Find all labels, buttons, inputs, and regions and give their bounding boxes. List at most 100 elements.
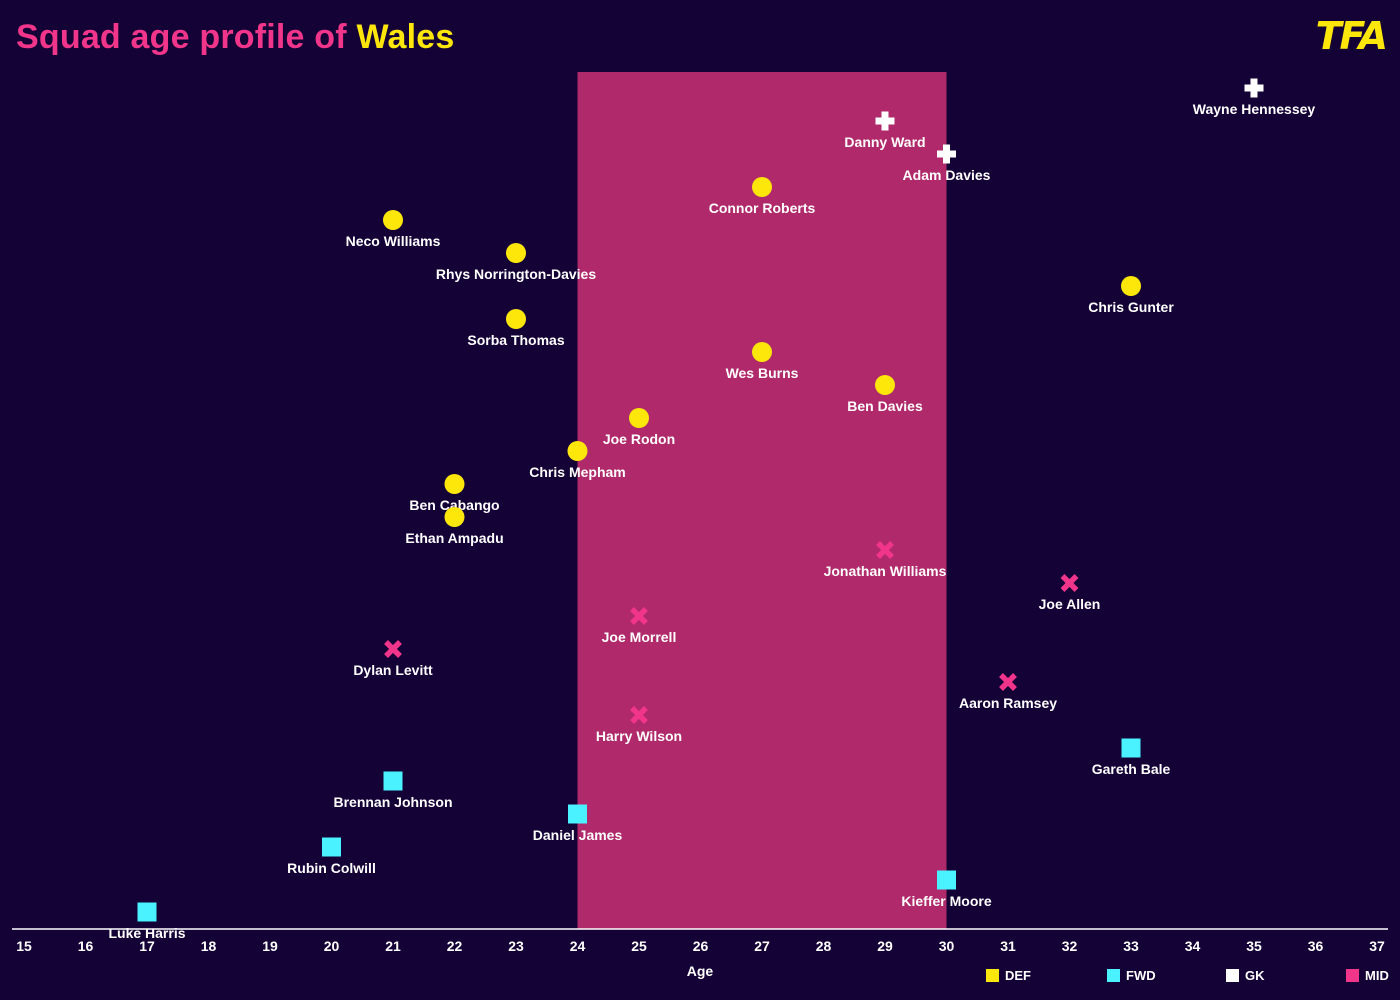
marker-adam-davies [937, 144, 956, 164]
marker-wes-burns [752, 342, 772, 362]
x-tick-32: 32 [1062, 938, 1078, 954]
marker-wayne-hennessey [1244, 78, 1264, 98]
label-jonathan-williams: Jonathan Williams [824, 563, 947, 579]
legend-item-mid: MID [1346, 968, 1389, 983]
marker-daniel-james [568, 804, 587, 824]
player-marks: Wayne Hennessey Danny Ward Adam Davies Conn… [108, 78, 1316, 941]
x-tick-25: 25 [631, 938, 647, 954]
label-gareth-bale: Gareth Bale [1092, 761, 1171, 777]
marker-chris-gunter [1121, 276, 1141, 296]
player-danny-ward: Danny Ward [844, 111, 926, 150]
marker-sorba-thomas [506, 309, 526, 329]
player-ben-cabango: Ben Cabango [409, 474, 500, 513]
label-ben-cabango: Ben Cabango [409, 497, 499, 513]
marker-ben-davies [875, 375, 895, 395]
x-tick-27: 27 [754, 938, 770, 954]
marker-dylan-levitt [384, 640, 402, 658]
x-tick-30: 30 [939, 938, 955, 954]
marker-rubin-colwill [322, 837, 341, 857]
marker-luke-harris [137, 902, 157, 922]
label-wes-burns: Wes Burns [726, 365, 799, 381]
legend-label-gk: GK [1245, 968, 1265, 983]
title-prefix: Squad age profile of [16, 18, 347, 56]
player-luke-harris: Luke Harris [108, 902, 186, 941]
title-team: Wales [356, 18, 455, 56]
player-kieffer-moore: Kieffer Moore [901, 870, 992, 909]
x-tick-18: 18 [201, 938, 217, 954]
player-rhys-norrington-davies: Rhys Norrington-Davies [436, 243, 596, 282]
x-tick-24: 24 [570, 938, 586, 954]
label-dylan-levitt: Dylan Levitt [353, 662, 433, 678]
player-connor-roberts: Connor Roberts [709, 177, 816, 216]
legend-label-fwd: FWD [1126, 968, 1156, 983]
marker-jonathan-williams [876, 541, 894, 559]
marker-joe-morrell [630, 607, 648, 625]
x-tick-34: 34 [1185, 938, 1201, 954]
label-chris-gunter: Chris Gunter [1088, 299, 1174, 315]
legend-item-gk: GK [1226, 968, 1265, 983]
x-tick-29: 29 [877, 938, 893, 954]
x-tick-20: 20 [324, 938, 340, 954]
player-harry-wilson: Harry Wilson [596, 706, 682, 744]
x-tick-36: 36 [1308, 938, 1324, 954]
marker-kieffer-moore [937, 870, 956, 890]
label-joe-allen: Joe Allen [1039, 596, 1101, 612]
legend-label-def: DEF [1005, 968, 1031, 983]
x-tick-37: 37 [1369, 938, 1385, 954]
player-wayne-hennessey: Wayne Hennessey [1193, 78, 1316, 117]
legend-swatch-fwd [1107, 969, 1120, 982]
player-sorba-thomas: Sorba Thomas [467, 309, 565, 348]
player-chris-gunter: Chris Gunter [1088, 276, 1174, 315]
marker-harry-wilson [630, 706, 648, 724]
player-gareth-bale: Gareth Bale [1092, 738, 1171, 777]
player-aaron-ramsey: Aaron Ramsey [959, 673, 1057, 711]
legend-swatch-mid [1346, 969, 1359, 982]
label-kieffer-moore: Kieffer Moore [901, 893, 991, 909]
label-brennan-johnson: Brennan Johnson [333, 794, 452, 810]
player-joe-rodon: Joe Rodon [603, 408, 675, 447]
x-tick-33: 33 [1123, 938, 1139, 954]
marker-chris-mepham [567, 441, 588, 461]
label-chris-mepham: Chris Mepham [529, 464, 625, 480]
player-joe-morrell: Joe Morrell [602, 607, 676, 645]
x-tick-21: 21 [385, 938, 401, 954]
legend-swatch-def [986, 969, 999, 982]
label-rhys-norrington-davies: Rhys Norrington-Davies [436, 266, 596, 282]
label-daniel-james: Daniel James [533, 827, 623, 843]
player-ben-davies: Ben Davies [847, 375, 923, 414]
label-connor-roberts: Connor Roberts [709, 200, 816, 216]
label-ben-davies: Ben Davies [847, 398, 923, 414]
x-tick-19: 19 [262, 938, 278, 954]
marker-danny-ward [875, 111, 895, 131]
x-tick-23: 23 [508, 938, 524, 954]
marker-ben-cabango [444, 474, 465, 494]
label-rubin-colwill: Rubin Colwill [287, 860, 376, 876]
legend-item-def: DEF [986, 968, 1031, 983]
player-ethan-ampadu: Ethan Ampadu [405, 507, 504, 546]
label-ethan-ampadu: Ethan Ampadu [405, 530, 503, 546]
marker-joe-allen [1060, 574, 1079, 592]
label-danny-ward: Danny Ward [844, 134, 925, 150]
player-brennan-johnson: Brennan Johnson [333, 771, 453, 810]
peak-age-band [577, 72, 947, 929]
label-wayne-hennessey: Wayne Hennessey [1193, 101, 1316, 117]
label-joe-rodon: Joe Rodon [603, 431, 675, 447]
marker-connor-roberts [752, 177, 772, 197]
marker-joe-rodon [629, 408, 649, 428]
player-joe-allen: Joe Allen [1039, 574, 1101, 612]
label-adam-davies: Adam Davies [903, 167, 991, 183]
x-tick-26: 26 [693, 938, 709, 954]
x-tick-28: 28 [816, 938, 832, 954]
x-tick-35: 35 [1246, 938, 1262, 954]
player-daniel-james: Daniel James [533, 804, 623, 843]
marker-aaron-ramsey [999, 673, 1017, 691]
marker-gareth-bale [1121, 738, 1141, 758]
x-tick-15: 15 [16, 938, 32, 954]
player-wes-burns: Wes Burns [726, 342, 799, 381]
x-tick-17: 17 [139, 938, 155, 954]
label-neco-williams: Neco Williams [346, 233, 441, 249]
x-axis-label: Age [687, 963, 714, 979]
chart-title: Squad age profile of Wales [16, 18, 454, 57]
marker-brennan-johnson [383, 771, 403, 791]
